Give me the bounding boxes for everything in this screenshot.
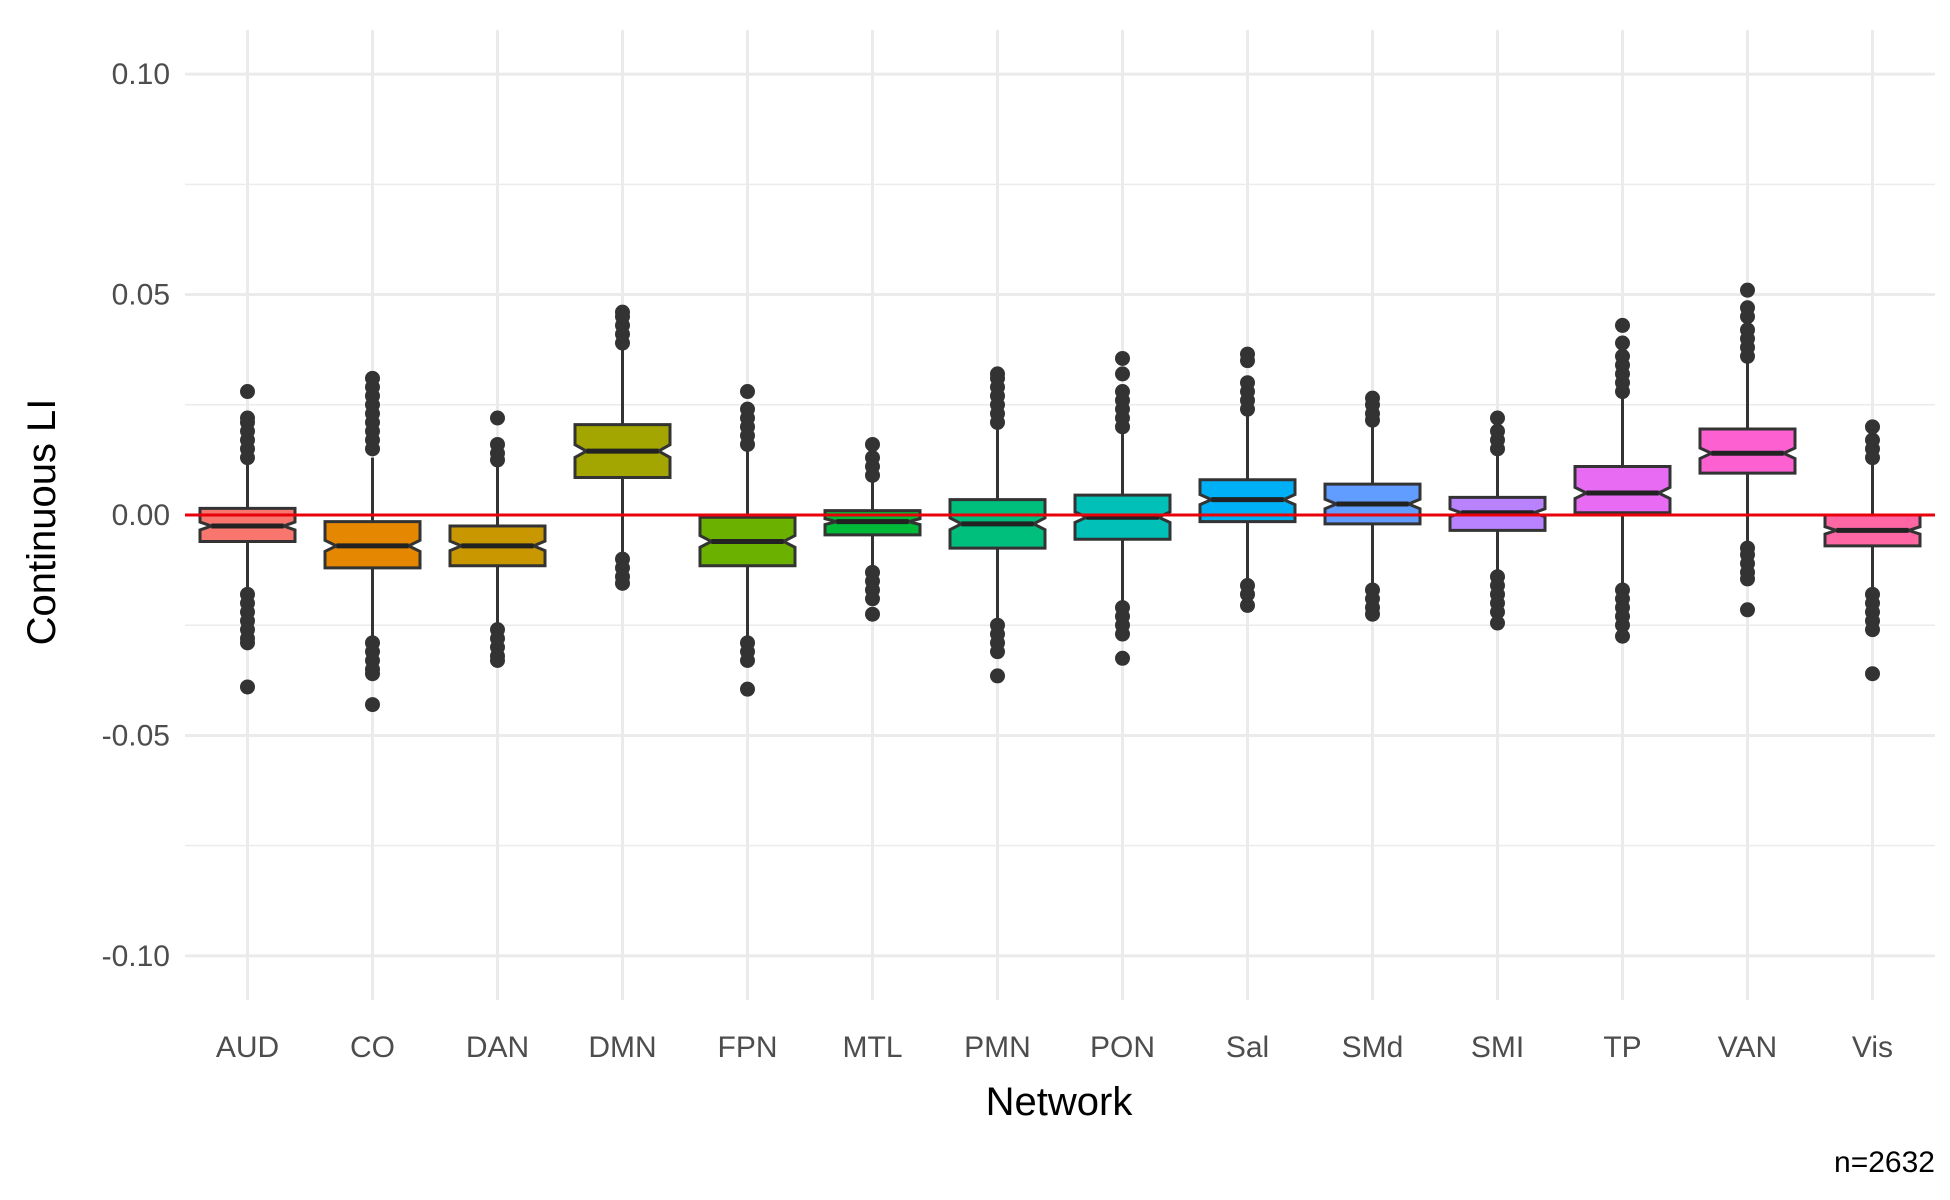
box-smd bbox=[1323, 390, 1422, 622]
x-tick-label: CO bbox=[350, 1031, 395, 1064]
y-tick-label: -0.05 bbox=[102, 719, 170, 752]
outlier-point bbox=[1490, 410, 1505, 426]
boxes bbox=[198, 282, 1922, 713]
outlier-point bbox=[1615, 317, 1630, 333]
outlier-point bbox=[1740, 571, 1755, 587]
outlier-point bbox=[1240, 346, 1255, 362]
grid-minor bbox=[185, 183, 1935, 847]
outlier-point bbox=[365, 666, 380, 682]
outlier-point bbox=[240, 410, 255, 426]
box-mtl bbox=[823, 436, 922, 622]
outlier-point bbox=[865, 606, 880, 622]
outlier-point bbox=[740, 653, 755, 668]
outlier-point bbox=[615, 304, 630, 320]
x-tick-label: PMN bbox=[964, 1031, 1031, 1064]
outlier-point bbox=[990, 366, 1005, 382]
outlier-point bbox=[1615, 348, 1630, 364]
y-axis-title: Continuous LI bbox=[20, 399, 64, 646]
x-tick-label: FPN bbox=[718, 1031, 778, 1064]
outlier-point bbox=[1615, 628, 1630, 644]
box-body bbox=[1573, 465, 1672, 515]
x-tick-label: MTL bbox=[843, 1031, 903, 1064]
outlier-point bbox=[1365, 390, 1380, 406]
y-tick-label: -0.10 bbox=[102, 940, 170, 973]
outlier-point bbox=[1865, 622, 1880, 638]
outlier-point bbox=[365, 697, 380, 713]
outlier-point bbox=[1740, 300, 1755, 316]
box-dmn bbox=[573, 304, 672, 591]
outlier-point bbox=[1115, 650, 1130, 666]
outlier-point bbox=[490, 436, 505, 452]
outlier-point bbox=[1490, 423, 1505, 439]
outlier-point bbox=[1490, 604, 1505, 620]
box-fpn bbox=[698, 384, 797, 697]
outlier-point bbox=[490, 410, 505, 426]
outlier-point bbox=[1740, 322, 1755, 338]
box-smi bbox=[1448, 410, 1547, 631]
outlier-point bbox=[1365, 606, 1380, 622]
x-axis-title: Network bbox=[986, 1080, 1134, 1124]
outlier-point bbox=[240, 384, 255, 400]
sample-size-caption: n=2632 bbox=[1834, 1146, 1935, 1179]
outlier-point bbox=[1115, 626, 1130, 642]
x-tick-label: Sal bbox=[1226, 1031, 1269, 1064]
outlier-point bbox=[240, 635, 255, 651]
outlier-point bbox=[490, 653, 505, 668]
x-tick-label: DMN bbox=[588, 1031, 656, 1064]
outlier-point bbox=[740, 401, 755, 417]
outlier-point bbox=[740, 384, 755, 400]
outlier-point bbox=[865, 436, 880, 452]
box-pon bbox=[1073, 350, 1172, 666]
outlier-point bbox=[1615, 617, 1630, 633]
box-pmn bbox=[948, 366, 1047, 684]
outlier-point bbox=[1615, 335, 1630, 351]
x-tick-label: Vis bbox=[1852, 1031, 1893, 1064]
x-tick-label: SMI bbox=[1471, 1031, 1524, 1064]
y-tick-label: 0.10 bbox=[112, 58, 170, 91]
outlier-point bbox=[365, 370, 380, 386]
outlier-point bbox=[1240, 375, 1255, 391]
box-van bbox=[1698, 282, 1797, 618]
x-tick-label: SMd bbox=[1342, 1031, 1404, 1064]
outlier-point bbox=[240, 679, 255, 695]
outlier-point bbox=[1115, 350, 1130, 366]
outlier-point bbox=[1240, 597, 1255, 613]
x-axis-ticks: AUD CO DAN DMN FPN MTL PMN PON Sal SMd SMI TP VAN Vis bbox=[216, 1031, 1893, 1064]
outlier-point bbox=[1865, 432, 1880, 448]
outlier-point bbox=[1115, 384, 1130, 400]
outlier-point bbox=[865, 450, 880, 466]
x-tick-label: AUD bbox=[216, 1031, 279, 1064]
box-aud bbox=[198, 384, 297, 695]
x-tick-label: DAN bbox=[466, 1031, 529, 1064]
box-dan bbox=[448, 410, 547, 668]
box-co bbox=[323, 370, 422, 713]
box-sal bbox=[1198, 346, 1297, 613]
outlier-point bbox=[615, 575, 630, 591]
x-tick-label: TP bbox=[1603, 1031, 1641, 1064]
y-tick-label: 0.05 bbox=[112, 279, 170, 312]
outlier-point bbox=[865, 591, 880, 607]
outlier-point bbox=[990, 644, 1005, 660]
box-tp bbox=[1573, 317, 1672, 644]
outlier-point bbox=[1240, 586, 1255, 602]
outlier-point bbox=[1865, 419, 1880, 435]
x-tick-label: PON bbox=[1090, 1031, 1155, 1064]
outlier-point bbox=[1115, 366, 1130, 382]
outlier-point bbox=[1865, 666, 1880, 682]
box-vis bbox=[1823, 419, 1922, 682]
x-tick-label: VAN bbox=[1718, 1031, 1777, 1064]
y-axis-ticks: 0.10 0.05 0.00 -0.05 -0.10 bbox=[102, 58, 170, 973]
outlier-point bbox=[1740, 602, 1755, 618]
y-tick-label: 0.00 bbox=[112, 499, 170, 532]
outlier-point bbox=[1740, 282, 1755, 298]
outlier-point bbox=[990, 668, 1005, 684]
outlier-point bbox=[740, 681, 755, 697]
outlier-point bbox=[1490, 615, 1505, 631]
